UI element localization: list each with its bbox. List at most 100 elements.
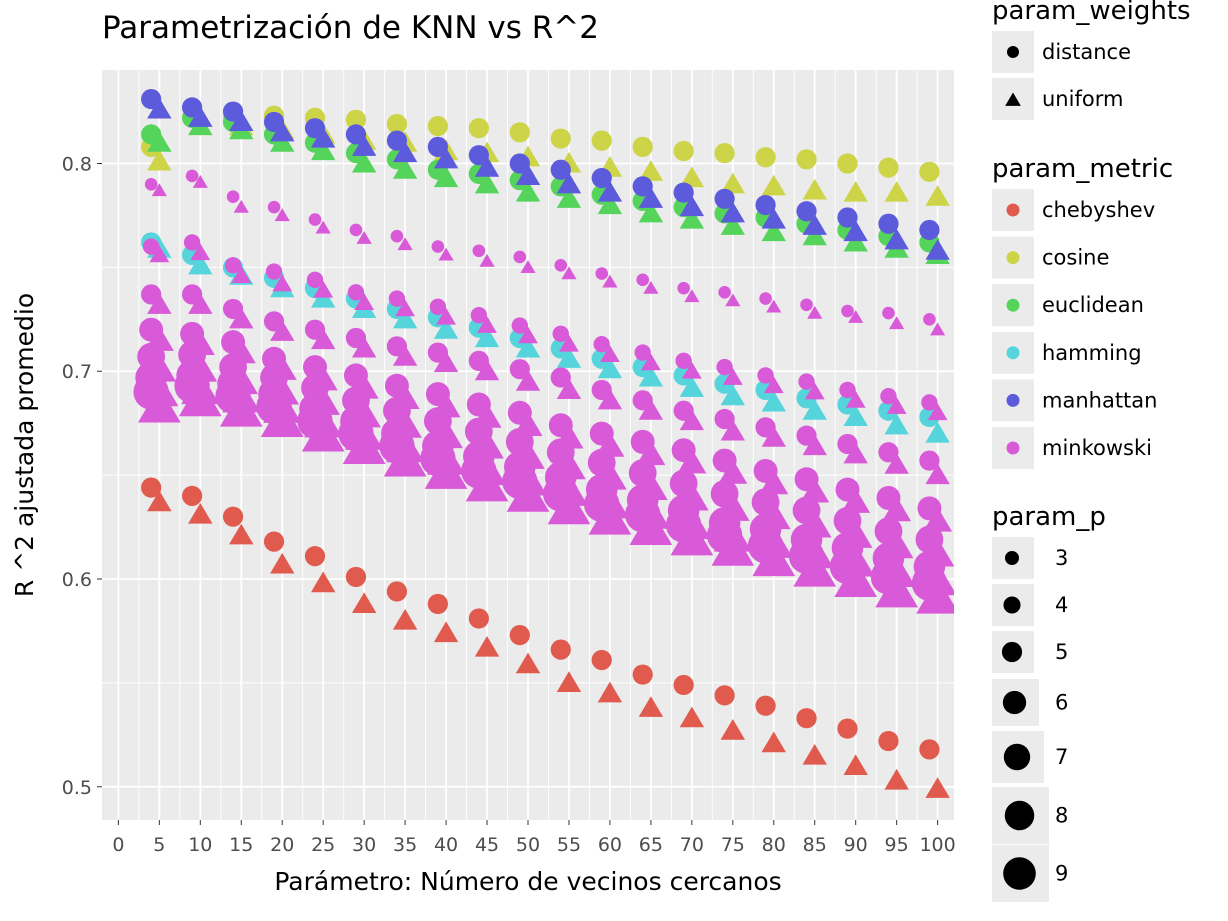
legend-p-label: 7 [1055, 745, 1068, 769]
point-triangle [884, 413, 909, 435]
point-triangle [147, 490, 172, 512]
point-circle [880, 387, 897, 405]
point-triangle [231, 266, 252, 284]
y-tick-label: 0.6 [62, 569, 92, 591]
point-triangle [301, 415, 345, 452]
series-manhattan-distance-p5 [141, 88, 940, 241]
point-circle [677, 281, 690, 295]
point-circle [470, 306, 488, 324]
point-triangle [875, 571, 919, 608]
point-triangle [515, 652, 541, 674]
point-triangle [802, 399, 827, 420]
point-triangle [597, 193, 623, 215]
point-triangle [802, 434, 827, 456]
point-circle [673, 674, 694, 696]
point-triangle [392, 608, 418, 630]
point-triangle [556, 671, 582, 692]
point-triangle [438, 247, 454, 261]
x-tick-label: 45 [475, 834, 499, 856]
point-triangle [392, 345, 418, 366]
point-triangle [679, 376, 705, 397]
point-triangle [272, 274, 293, 292]
series-chebyshev-uniform-p5 [147, 490, 950, 798]
point-circle [427, 136, 448, 157]
legend-color-swatch [1006, 251, 1020, 265]
point-triangle [477, 316, 497, 333]
point-triangle [556, 378, 582, 400]
point-triangle [925, 185, 950, 206]
point-triangle [677, 448, 707, 474]
point-circle [345, 566, 367, 588]
point-triangle [351, 592, 377, 613]
point-circle [636, 273, 649, 287]
point-triangle [843, 442, 868, 464]
point-triangle [720, 201, 746, 223]
point-circle [509, 359, 530, 380]
series-minkowski-uniform-p5 [147, 293, 950, 485]
point-triangle [147, 149, 172, 171]
point-triangle [233, 199, 249, 213]
y-tick-label: 0.7 [62, 361, 92, 383]
x-tick-label: 55 [557, 834, 581, 856]
point-circle [882, 306, 895, 320]
point-triangle [433, 621, 459, 643]
point-circle [673, 182, 694, 203]
point-circle [796, 708, 817, 729]
point-triangle [843, 180, 868, 202]
point-triangle [843, 754, 868, 776]
point-triangle [270, 131, 295, 152]
point-circle [878, 213, 899, 234]
point-triangle [804, 382, 825, 400]
point-triangle [474, 156, 500, 177]
point-triangle [310, 571, 336, 593]
point-triangle [882, 496, 912, 522]
point-circle [431, 240, 445, 253]
point-triangle [597, 357, 623, 379]
point-triangle [597, 180, 623, 202]
point-triangle [515, 180, 541, 202]
point-triangle [190, 243, 211, 261]
point-circle [716, 358, 733, 376]
point-circle [554, 258, 568, 272]
point-triangle [274, 208, 290, 222]
point-circle [755, 194, 776, 216]
point-triangle [433, 318, 459, 339]
legend-metric-label: manhattan [1042, 388, 1157, 412]
series-minkowski-distance-p3 [144, 169, 936, 326]
point-triangle [923, 507, 953, 532]
point-triangle [219, 390, 263, 427]
point-circle [923, 313, 936, 326]
point-triangle [766, 299, 782, 313]
point-triangle [351, 151, 377, 173]
point-triangle [147, 131, 172, 152]
point-circle [632, 664, 653, 685]
point-circle [267, 200, 281, 214]
point-triangle [679, 166, 705, 188]
x-tick-label: 5 [153, 834, 165, 856]
point-circle [714, 685, 735, 706]
point-triangle [270, 320, 295, 341]
point-triangle [670, 519, 714, 556]
x-tick-label: 85 [803, 834, 827, 856]
y-axis: 0.5 0.6 0.7 0.8 [62, 153, 102, 799]
point-circle [878, 157, 899, 178]
point-circle [837, 718, 858, 739]
x-tick-label: 40 [434, 834, 458, 856]
point-circle [593, 336, 610, 353]
legend-p-label: 5 [1055, 640, 1068, 664]
point-triangle [147, 97, 172, 119]
point-triangle [841, 488, 871, 513]
point-triangle [800, 477, 830, 503]
point-circle [837, 153, 858, 174]
point-circle [349, 223, 363, 237]
point-triangle [192, 174, 208, 188]
series-euclidean-uniform-p5 [147, 114, 950, 264]
legend-size-symbol [1003, 596, 1021, 614]
point-triangle [886, 397, 907, 414]
point-circle [878, 730, 899, 752]
point-circle [390, 229, 404, 243]
point-circle [591, 649, 612, 671]
point-triangle [600, 345, 620, 362]
point-circle [673, 140, 694, 162]
